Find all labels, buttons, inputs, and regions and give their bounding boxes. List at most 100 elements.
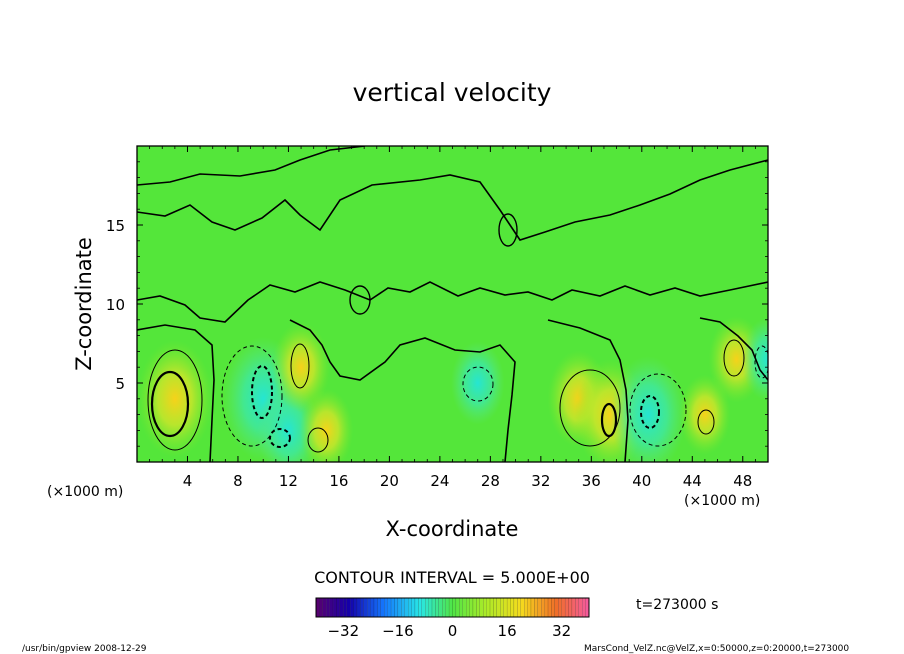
x-axis-label: X-coordinate xyxy=(386,517,519,541)
contour-island-b xyxy=(349,285,371,315)
field-blob-5 xyxy=(450,341,505,425)
colorbar-segment-62 xyxy=(527,597,532,618)
colorbar-segment-19 xyxy=(380,597,385,618)
colorbar-tick-label-1: −16 xyxy=(382,622,414,640)
colorbar-segment-9 xyxy=(346,597,351,618)
contour-zero-lower xyxy=(137,317,768,462)
colorbar-segment-63 xyxy=(530,597,535,618)
contour-neg-outer-b xyxy=(629,373,687,447)
contour-zero-upper xyxy=(137,146,768,241)
colorbar-segment-29 xyxy=(414,597,419,618)
colorbar-segment-14 xyxy=(363,597,368,618)
x-tick-label-0: 4 xyxy=(183,472,193,490)
contour-zero-middle xyxy=(137,281,768,323)
colorbar-segment-50 xyxy=(486,597,491,618)
contour-pos-e xyxy=(723,339,745,377)
contour-pos-outer-b xyxy=(559,369,621,447)
colorbar-segment-72 xyxy=(561,597,566,618)
colorbar-tick-label-2: 0 xyxy=(448,622,458,640)
colorbar-segment-23 xyxy=(394,597,399,618)
contour-pos-c xyxy=(290,343,310,389)
colorbar-segment-64 xyxy=(534,597,538,618)
colorbar-segment-53 xyxy=(496,597,501,618)
x-tick-label-10: 44 xyxy=(683,472,702,490)
colorbar-segment-38 xyxy=(445,597,450,618)
y-tick-label-1: 10 xyxy=(106,296,125,314)
colorbar-segment-37 xyxy=(442,597,446,618)
contour-pos-inner-b xyxy=(600,402,618,438)
colorbar-segment-69 xyxy=(551,597,556,618)
x-tick-label-6: 28 xyxy=(481,472,500,490)
colorbar-segment-66 xyxy=(541,597,545,618)
x-tick-label-9: 40 xyxy=(632,472,651,490)
contour-interval-label: CONTOUR INTERVAL = 5.000E+00 xyxy=(314,568,590,587)
colorbar-segment-40 xyxy=(452,597,457,618)
colorbar-segment-27 xyxy=(408,597,412,618)
footer-right: MarsCond_VelZ.nc@VelZ,x=0:50000,z=0:2000… xyxy=(584,644,849,654)
contour-pos-d xyxy=(307,427,329,453)
colorbar-segment-76 xyxy=(575,597,579,618)
contour-neg-c xyxy=(462,366,494,402)
colorbar-segment-54 xyxy=(500,597,504,618)
time-label: t=273000 s xyxy=(636,597,718,613)
colorbar-segment-26 xyxy=(404,597,409,618)
x-tick-label-11: 48 xyxy=(733,472,752,490)
colorbar-segment-45 xyxy=(469,597,474,618)
contour-neg-inner-b xyxy=(640,395,660,429)
x-tick-label-3: 16 xyxy=(329,472,348,490)
colorbar-segment-34 xyxy=(431,597,436,618)
plot-area xyxy=(137,146,768,462)
x-unit-right: (×1000 m) xyxy=(684,493,760,509)
contour-pos-inner-a xyxy=(150,370,190,438)
y-axis-label: Z-coordinate xyxy=(72,237,96,371)
colorbar-segment-46 xyxy=(472,597,477,618)
colorbar-segment-32 xyxy=(425,597,429,618)
colorbar-segment-71 xyxy=(558,597,562,618)
colorbar-segment-1 xyxy=(319,597,323,618)
colorbar-segment-79 xyxy=(585,597,590,618)
colorbar-segment-58 xyxy=(513,597,518,618)
colorbar-segment-36 xyxy=(438,597,443,618)
colorbar-segment-21 xyxy=(387,597,392,618)
field-blob-4 xyxy=(299,388,354,462)
x-tick-label-1: 8 xyxy=(233,472,243,490)
footer-left: /usr/bin/gpview 2008-12-29 xyxy=(22,644,147,654)
contour-neg-inner-a2 xyxy=(269,428,291,448)
contour-negative xyxy=(221,345,768,448)
colorbar-segment-15 xyxy=(367,597,371,618)
field-blob-3 xyxy=(272,322,331,413)
colorbar-segment-75 xyxy=(571,597,576,618)
colorbar-segment-42 xyxy=(459,597,463,618)
field-blob-11 xyxy=(741,317,768,401)
colorbar-segment-6 xyxy=(336,597,341,618)
colorbar-segment-31 xyxy=(421,597,426,618)
colorbar-segment-30 xyxy=(418,597,422,618)
colorbar-frame xyxy=(315,597,590,618)
colorbar-segment-59 xyxy=(517,597,521,618)
x-tick-label-2: 12 xyxy=(279,472,298,490)
y-tick-label-0: 5 xyxy=(115,375,125,393)
colorbar-segment-4 xyxy=(329,597,334,618)
contour-neg-d xyxy=(754,345,768,379)
x-tick-label-5: 24 xyxy=(430,472,449,490)
colorbar-segment-67 xyxy=(544,597,549,618)
colorbar-segment-77 xyxy=(578,597,583,618)
colorbar-segment-22 xyxy=(390,597,395,618)
colorbar-segment-12 xyxy=(356,597,361,618)
x-tick-label-7: 32 xyxy=(531,472,550,490)
colorbar-segment-11 xyxy=(353,597,358,618)
contour-neg-outer-a xyxy=(221,345,283,447)
colorbar-segment-5 xyxy=(332,597,337,618)
colorbar-segment-18 xyxy=(377,597,381,618)
colorbar-segment-47 xyxy=(476,597,480,618)
x-tick-label-4: 20 xyxy=(380,472,399,490)
colorbar-segment-52 xyxy=(493,597,497,618)
colorbar-segment-7 xyxy=(339,597,344,618)
colorbar-segment-55 xyxy=(503,597,508,618)
y-tick-label-2: 15 xyxy=(106,217,125,235)
colorbar-segment-49 xyxy=(483,597,487,618)
colorbar-segment-25 xyxy=(401,597,405,618)
contour-island-a xyxy=(498,213,518,247)
colorbar-segment-17 xyxy=(373,597,378,618)
colorbar-segment-61 xyxy=(524,597,528,618)
